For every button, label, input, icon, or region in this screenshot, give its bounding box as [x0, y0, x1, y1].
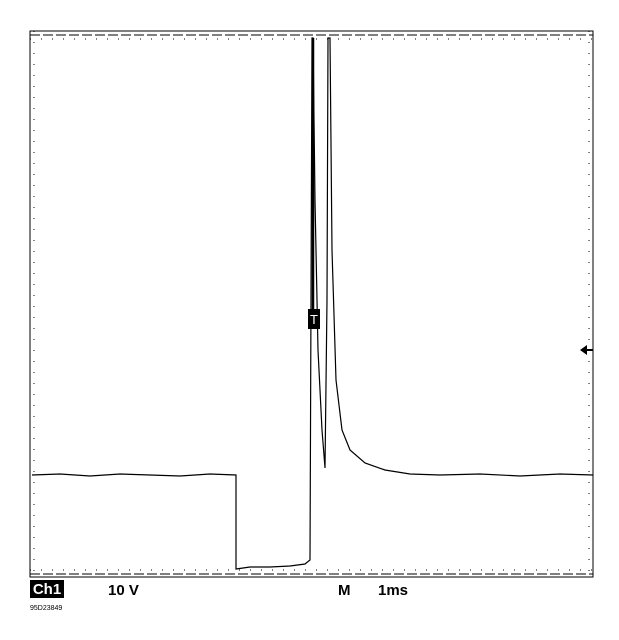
channel-box	[30, 580, 64, 598]
trigger-marker: T	[310, 312, 318, 327]
graticule	[29, 30, 594, 578]
channel-label: Ch1	[33, 581, 61, 598]
volts-per-div: 10 V	[108, 582, 139, 599]
trigger-level-arrow	[580, 345, 593, 355]
time-per-div: 1ms	[378, 582, 408, 599]
figure-code: 95D23849	[30, 605, 62, 612]
trigger-marker-box	[308, 309, 320, 329]
waveform-trace	[31, 37, 594, 570]
mode-label: M	[338, 582, 351, 599]
